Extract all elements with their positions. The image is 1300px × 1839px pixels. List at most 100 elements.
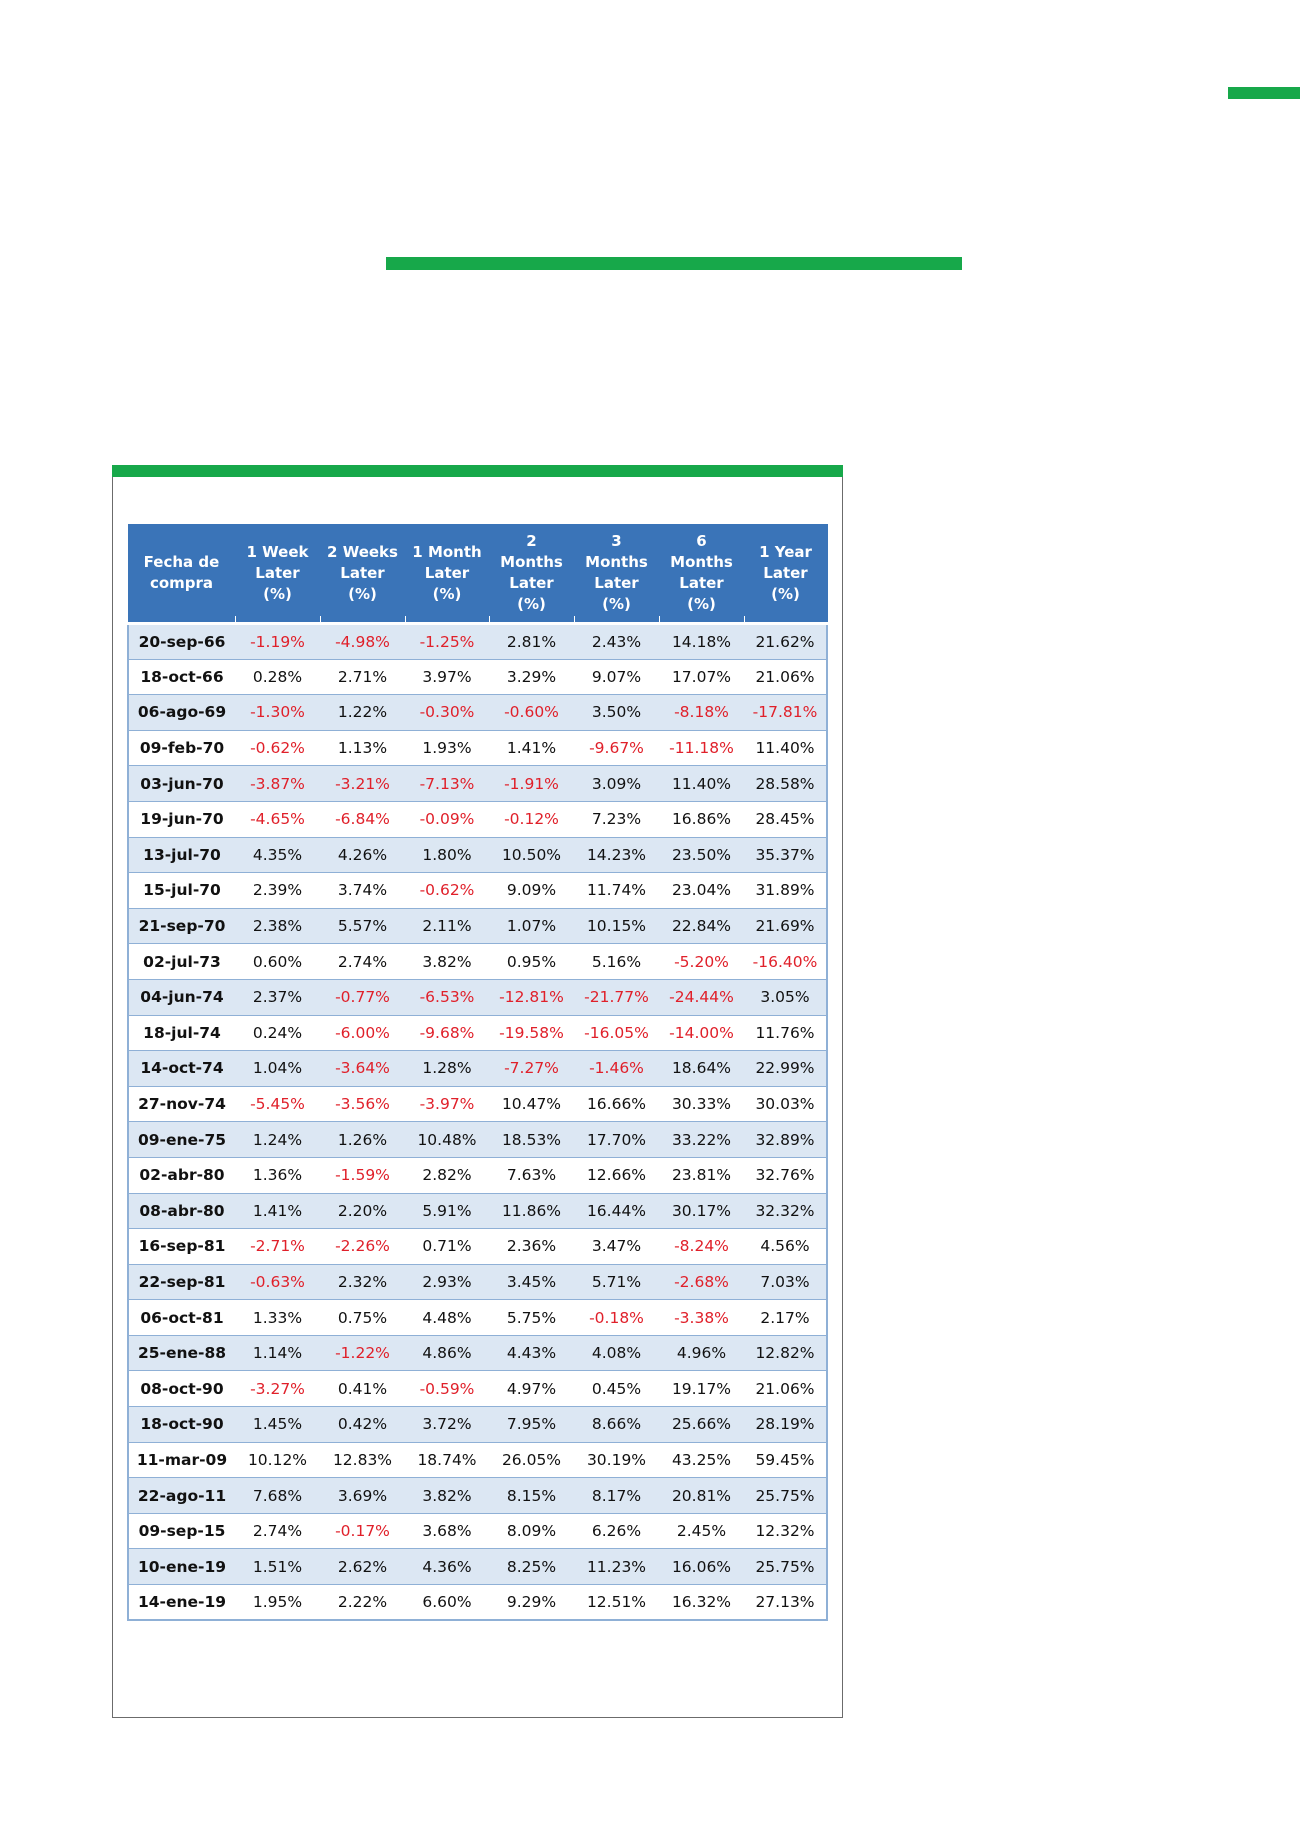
return-cell: 2.43% <box>574 622 659 660</box>
return-cell: 4.26% <box>320 836 405 874</box>
returns-table: Fecha de compra 1 Week Later (%) 2 Weeks L… <box>127 524 828 1622</box>
purchase-date-cell: 04-jun-74 <box>127 978 235 1016</box>
return-cell: 1.41% <box>235 1192 320 1230</box>
return-cell: -1.30% <box>235 694 320 731</box>
return-cell: 6.60% <box>405 1584 489 1621</box>
return-cell: 5.71% <box>574 1263 659 1301</box>
return-cell: -14.00% <box>659 1014 744 1052</box>
column-header: Fecha de compra <box>127 524 236 624</box>
return-cell: 0.42% <box>320 1406 405 1443</box>
return-cell: 12.66% <box>574 1156 659 1194</box>
purchase-date-cell: 08-abr-80 <box>127 1192 235 1230</box>
return-cell: 5.57% <box>320 907 405 945</box>
return-cell: 2.81% <box>489 622 574 660</box>
return-cell: -0.77% <box>320 978 405 1016</box>
return-cell: -2.26% <box>320 1228 405 1265</box>
return-cell: 1.24% <box>235 1121 320 1158</box>
table-row: 21-sep-70 2.38% 5.57% 2.11% 1.07% 10.15% 22.84… <box>127 907 828 945</box>
return-cell: 1.80% <box>405 836 489 874</box>
return-cell: 17.07% <box>659 658 744 696</box>
table-row: 22-ago-11 7.68% 3.69% 3.82% 8.15% 8.17% 20.81%… <box>127 1477 828 1514</box>
return-cell: 25.66% <box>659 1406 744 1443</box>
return-cell: 3.72% <box>405 1406 489 1443</box>
return-cell: 2.32% <box>320 1263 405 1301</box>
return-cell: 2.37% <box>235 978 320 1016</box>
return-cell: -1.22% <box>320 1334 405 1372</box>
return-cell: 21.06% <box>744 658 828 696</box>
purchase-date-cell: 21-sep-70 <box>127 907 235 945</box>
purchase-date-cell: 19-jun-70 <box>127 800 235 838</box>
return-cell: -21.77% <box>574 978 659 1016</box>
return-cell: -0.59% <box>405 1370 489 1408</box>
column-header: 1 Week Later (%) <box>234 524 321 624</box>
return-cell: -3.97% <box>405 1085 489 1123</box>
return-cell: -1.59% <box>320 1156 405 1194</box>
return-cell: 3.97% <box>405 658 489 696</box>
return-cell: 2.11% <box>405 907 489 945</box>
return-cell: 18.64% <box>659 1050 744 1087</box>
return-cell: -9.68% <box>405 1014 489 1052</box>
table-row: 09-sep-15 2.74% -0.17% 3.68% 8.09% 6.26% 2.45%… <box>127 1512 828 1550</box>
return-cell: 1.26% <box>320 1121 405 1158</box>
return-cell: -8.18% <box>659 694 744 731</box>
return-cell: 12.83% <box>320 1441 405 1479</box>
return-cell: 0.71% <box>405 1228 489 1265</box>
return-cell: -0.09% <box>405 800 489 838</box>
table-body: 20-sep-66 -1.19% -4.98% -1.25% 2.81% 2.43% 14.… <box>127 622 828 1621</box>
purchase-date-cell: 25-ene-88 <box>127 1334 235 1372</box>
return-cell: 23.81% <box>659 1156 744 1194</box>
table-row: 25-ene-88 1.14% -1.22% 4.86% 4.43% 4.08% 4.96%… <box>127 1334 828 1372</box>
return-cell: 2.62% <box>320 1548 405 1586</box>
purchase-date-cell: 18-oct-66 <box>127 658 235 696</box>
purchase-date-cell: 09-ene-75 <box>127 1121 235 1158</box>
return-cell: 3.68% <box>405 1512 489 1550</box>
return-cell: 1.22% <box>320 694 405 731</box>
return-cell: 14.23% <box>574 836 659 874</box>
return-cell: 33.22% <box>659 1121 744 1158</box>
return-cell: 2.71% <box>320 658 405 696</box>
purchase-date-cell: 06-oct-81 <box>127 1299 235 1336</box>
return-cell: -1.25% <box>405 622 489 660</box>
return-cell: 4.86% <box>405 1334 489 1372</box>
table-row: 13-jul-70 4.35% 4.26% 1.80% 10.50% 14.23% 23.5… <box>127 836 828 874</box>
table-row: 22-sep-81 -0.63% 2.32% 2.93% 3.45% 5.71% -2.68… <box>127 1263 828 1301</box>
table-row: 27-nov-74 -5.45% -3.56% -3.97% 10.47% 16.66% 3… <box>127 1085 828 1123</box>
return-cell: 1.13% <box>320 729 405 767</box>
return-cell: -2.68% <box>659 1263 744 1301</box>
table-row: 18-oct-90 1.45% 0.42% 3.72% 7.95% 8.66% 25.66%… <box>127 1406 828 1443</box>
return-cell: 9.29% <box>489 1584 574 1621</box>
return-cell: 2.39% <box>235 872 320 909</box>
return-cell: 10.12% <box>235 1441 320 1479</box>
table-row: 04-jun-74 2.37% -0.77% -6.53% -12.81% -21.77%… <box>127 978 828 1016</box>
return-cell: 11.40% <box>744 729 828 767</box>
table-row: 09-ene-75 1.24% 1.26% 10.48% 18.53% 17.70% 33.… <box>127 1121 828 1158</box>
return-cell: 1.36% <box>235 1156 320 1194</box>
return-cell: -0.17% <box>320 1512 405 1550</box>
return-cell: 2.93% <box>405 1263 489 1301</box>
table-row: 03-jun-70 -3.87% -3.21% -7.13% -1.91% 3.09% 11… <box>127 765 828 802</box>
return-cell: 3.45% <box>489 1263 574 1301</box>
return-cell: 23.04% <box>659 872 744 909</box>
return-cell: -0.30% <box>405 694 489 731</box>
table-row: 19-jun-70 -4.65% -6.84% -0.09% -0.12% 7.23% 16… <box>127 800 828 838</box>
return-cell: 30.03% <box>744 1085 828 1123</box>
table-figure-frame: Fecha de compra 1 Week Later (%) 2 Weeks L… <box>112 465 843 1718</box>
return-cell: 1.04% <box>235 1050 320 1087</box>
table-row: 06-ago-69 -1.30% 1.22% -0.30% -0.60% 3.50% -8.… <box>127 694 828 731</box>
return-cell: 1.14% <box>235 1334 320 1372</box>
return-cell: -12.81% <box>489 978 574 1016</box>
return-cell: 2.36% <box>489 1228 574 1265</box>
return-cell: 35.37% <box>744 836 828 874</box>
purchase-date-cell: 06-ago-69 <box>127 694 235 731</box>
return-cell: -3.21% <box>320 765 405 802</box>
return-cell: 3.82% <box>405 1477 489 1514</box>
return-cell: 4.96% <box>659 1334 744 1372</box>
table-row: 06-oct-81 1.33% 0.75% 4.48% 5.75% -0.18% -3.38… <box>127 1299 828 1336</box>
table-row: 18-jul-74 0.24% -6.00% -9.68% -19.58% -16.05%… <box>127 1014 828 1052</box>
return-cell: -1.91% <box>489 765 574 802</box>
return-cell: -4.65% <box>235 800 320 838</box>
purchase-date-cell: 09-feb-70 <box>127 729 235 767</box>
return-cell: 10.48% <box>405 1121 489 1158</box>
return-cell: 25.75% <box>744 1548 828 1586</box>
return-cell: 0.24% <box>235 1014 320 1052</box>
